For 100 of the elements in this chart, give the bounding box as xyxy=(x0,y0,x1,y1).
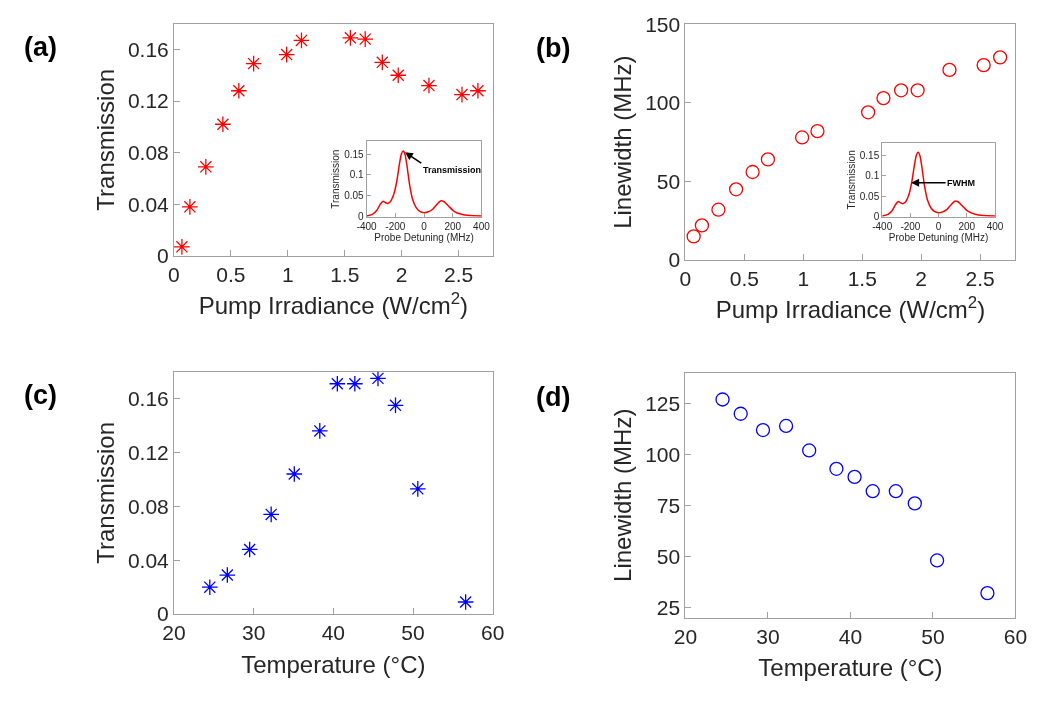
point xyxy=(285,465,303,483)
y-tick-label: 0.15 xyxy=(859,149,880,161)
point xyxy=(778,418,794,434)
y-tick-label: 0.15 xyxy=(344,148,365,160)
point xyxy=(907,496,922,511)
point xyxy=(686,229,701,244)
x-tick-label: 400 xyxy=(473,220,491,232)
point xyxy=(387,396,404,414)
point xyxy=(293,31,310,49)
point xyxy=(711,202,726,217)
y-tick-label: 50 xyxy=(656,544,681,568)
y-tick-label: 0 xyxy=(873,211,880,223)
y-tick-label: 0.1 xyxy=(349,169,365,181)
point xyxy=(715,392,730,407)
y-axis-title: Transmission xyxy=(91,421,119,564)
y-tick-label: 100 xyxy=(645,91,681,115)
line-series xyxy=(366,150,482,217)
y-tick-label: 0.12 xyxy=(127,89,169,113)
point xyxy=(980,585,995,601)
point xyxy=(420,77,438,95)
y-tick-label: 0.16 xyxy=(127,37,169,61)
x-tick-label: 200 xyxy=(444,220,462,232)
x-tick-label: -200 xyxy=(385,220,406,232)
point xyxy=(373,53,391,71)
annotation: FWHM xyxy=(947,178,975,188)
point xyxy=(389,66,407,84)
y-tick-label: 25 xyxy=(656,595,681,619)
y-tick-label: 0.12 xyxy=(127,440,169,464)
x-tick-label: 0.5 xyxy=(216,263,246,287)
point xyxy=(829,461,844,476)
point xyxy=(369,371,387,387)
x-tick-label: 30 xyxy=(241,621,266,645)
y-axis-title: Linewidth (MHz) xyxy=(609,55,637,229)
point xyxy=(860,105,876,120)
point xyxy=(929,553,945,568)
y-tick-label: 0.04 xyxy=(127,192,170,216)
point xyxy=(214,115,232,133)
point xyxy=(942,62,957,78)
y-tick-label: 0.1 xyxy=(865,170,880,182)
chart-title: (c) xyxy=(24,380,57,410)
x-axis-title: Probe Detuning (MHz) xyxy=(374,231,474,243)
point xyxy=(976,58,991,73)
x-tick-label: 2.5 xyxy=(965,267,995,291)
y-tick-label: 100 xyxy=(645,442,681,466)
point xyxy=(847,469,862,485)
x-tick-label: 50 xyxy=(401,621,425,645)
point xyxy=(802,443,817,458)
point xyxy=(794,130,810,145)
point xyxy=(760,152,776,167)
point xyxy=(346,375,364,393)
x-axis-title: Temperature (°C) xyxy=(241,650,426,678)
point xyxy=(876,91,891,106)
y-tick-label: 50 xyxy=(656,169,681,193)
point xyxy=(230,82,248,100)
point xyxy=(728,182,744,197)
point xyxy=(218,566,236,584)
y-tick-label: 150 xyxy=(645,12,681,36)
y-axis-title: Transmission xyxy=(845,150,857,210)
x-tick-label: 0 xyxy=(935,220,942,232)
x-axis-title: Probe Detuning (MHz) xyxy=(888,231,989,243)
point xyxy=(469,82,487,100)
point xyxy=(810,124,825,139)
y-axis-title: Transmission xyxy=(330,149,342,209)
point xyxy=(262,505,280,523)
point xyxy=(201,578,219,596)
x-tick-label: 40 xyxy=(321,621,346,645)
x-tick-label: -400 xyxy=(356,220,378,232)
y-tick-label: 0 xyxy=(668,248,681,272)
point xyxy=(241,541,259,558)
point xyxy=(197,158,215,176)
x-tick-label: 1.5 xyxy=(847,267,877,291)
chart-title: (a) xyxy=(24,32,57,62)
point xyxy=(745,164,760,180)
x-tick-label: 2 xyxy=(915,267,928,291)
y-tick-label: 0.05 xyxy=(859,190,880,202)
point xyxy=(341,29,359,47)
point xyxy=(993,50,1008,65)
x-tick-label: 50 xyxy=(921,624,945,648)
y-tick-label: 0.08 xyxy=(127,141,169,165)
x-tick-label: 0 xyxy=(421,220,428,232)
point xyxy=(910,83,925,98)
x-tick-label: 20 xyxy=(673,624,698,648)
x-tick-label: 1.5 xyxy=(330,263,360,287)
point xyxy=(181,198,199,216)
y-tick-label: 0.05 xyxy=(344,190,365,202)
point xyxy=(893,83,909,98)
y-tick-label: 0.16 xyxy=(127,386,169,410)
point xyxy=(888,484,903,499)
point xyxy=(278,46,296,64)
point xyxy=(694,218,710,233)
annotation: Transmission xyxy=(423,165,482,175)
y-tick-label: 125 xyxy=(645,391,681,415)
chart-title: (b) xyxy=(536,33,571,63)
y-axis-title: Linewidth (MHz) xyxy=(609,408,637,582)
point xyxy=(311,422,329,440)
point xyxy=(245,55,263,73)
x-tick-label: 40 xyxy=(838,624,863,648)
x-tick-label: 2.5 xyxy=(443,263,474,287)
x-tick-label: 30 xyxy=(756,624,780,648)
point xyxy=(457,593,475,611)
